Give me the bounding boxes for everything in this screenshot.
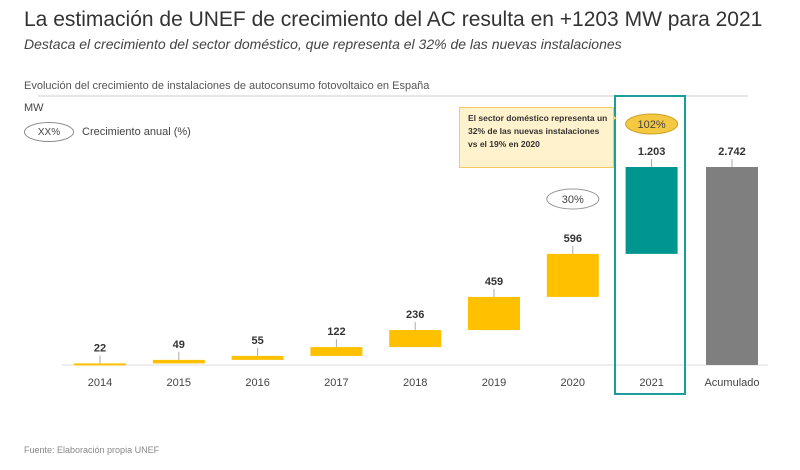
value-label-Acumulado: 2.742: [718, 146, 746, 158]
value-label-2017: 122: [327, 326, 345, 338]
page-subtitle: Destaca el crecimiento del sector domést…: [24, 36, 622, 52]
annotation-callout: El sector doméstico representa un 32% de…: [459, 107, 614, 168]
growth-oval-2020: [546, 188, 600, 210]
x-tick-label-Acumulado: Acumulado: [704, 377, 759, 389]
chart-title: Evolución del crecimiento de instalacion…: [24, 80, 430, 92]
bar-2015: [152, 359, 205, 364]
x-tick-label-2016: 2016: [245, 377, 269, 389]
bar-Acumulado: [706, 167, 758, 365]
x-tick-label-2020: 2020: [561, 377, 585, 389]
value-label-2019: 459: [485, 276, 503, 288]
value-label-2018: 236: [406, 309, 424, 321]
growth-label-2020: 30%: [562, 194, 584, 206]
legend: XX% Crecimiento anual (%): [24, 122, 191, 142]
growth-oval-2021: [625, 113, 679, 135]
legend-label: Crecimiento anual (%): [82, 126, 191, 138]
value-label-2015: 49: [173, 339, 185, 351]
bar-2017: [310, 347, 363, 356]
value-label-2014: 22: [94, 342, 106, 354]
bar-2016: [231, 355, 284, 360]
highlight-frame-2021: [614, 95, 686, 395]
x-tick-label-2017: 2017: [324, 377, 348, 389]
x-tick-label-2014: 2014: [88, 377, 112, 389]
y-axis-unit: MW: [24, 102, 44, 114]
bar-2020: [546, 253, 599, 297]
value-label-2020: 596: [564, 233, 582, 245]
page-title: La estimación de UNEF de crecimiento del…: [24, 8, 763, 31]
bar-2019: [468, 296, 520, 331]
x-tick-label-2015: 2015: [167, 377, 191, 389]
bar-2021: [625, 167, 678, 254]
value-label-2016: 55: [251, 335, 263, 347]
bar-2018: [389, 330, 442, 348]
x-tick-label-2019: 2019: [482, 377, 506, 389]
x-tick-label-2021: 2021: [639, 377, 663, 389]
source-note: Fuente: Elaboración propia UNEF: [24, 445, 160, 455]
x-tick-label-2018: 2018: [403, 377, 427, 389]
value-label-2021: 1.203: [638, 146, 666, 158]
bar-2014: [74, 363, 126, 366]
growth-label-2021: 102%: [638, 119, 666, 131]
legend-symbol: XX%: [24, 122, 74, 142]
